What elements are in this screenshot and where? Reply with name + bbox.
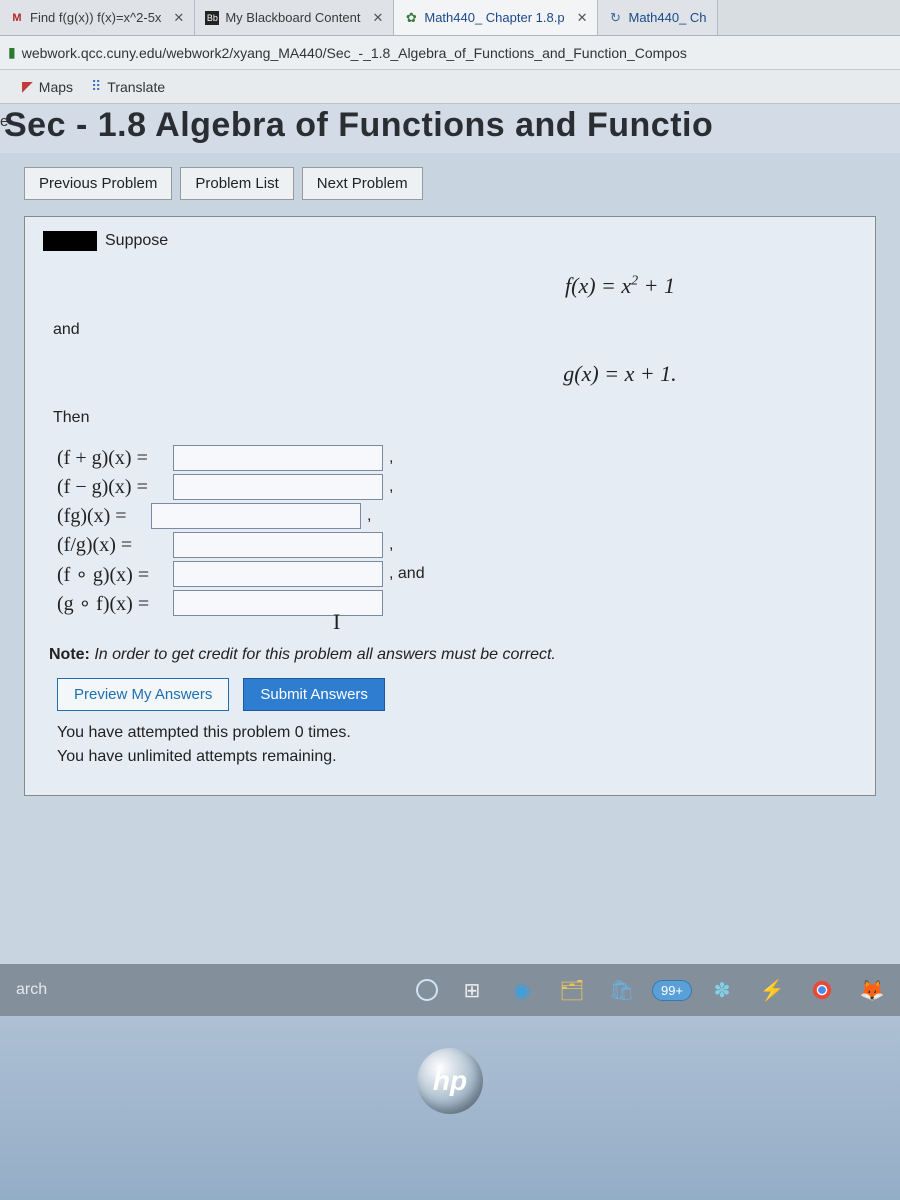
attempts-line1: You have attempted this problem 0 times. bbox=[57, 721, 857, 745]
lhs-label: (f − g)(x) = bbox=[57, 476, 167, 499]
redacted-block bbox=[43, 231, 97, 251]
chrome-icon[interactable] bbox=[806, 974, 838, 1006]
then-label: Then bbox=[53, 409, 857, 427]
answer-row-fminusg: (f − g)(x) = , bbox=[57, 474, 857, 500]
problem-nav: Previous Problem Problem List Next Probl… bbox=[0, 153, 900, 210]
answer-input-fog[interactable] bbox=[173, 561, 383, 587]
answer-input-fg[interactable] bbox=[151, 503, 361, 529]
row-after: , bbox=[389, 536, 393, 554]
attempts-line2: You have unlimited attempts remaining. bbox=[57, 745, 857, 769]
bookmark-label: Maps bbox=[39, 79, 73, 95]
answer-input-gof[interactable] bbox=[173, 590, 383, 616]
close-icon[interactable]: ✕ bbox=[577, 10, 588, 26]
and-label: and bbox=[53, 321, 857, 339]
maps-icon: ◤ bbox=[22, 78, 33, 95]
translate-icon: ⠿ bbox=[91, 78, 101, 95]
answer-row-gof: (g ∘ f)(x) = bbox=[57, 590, 857, 616]
suppose-label: Suppose bbox=[105, 232, 168, 250]
answer-input-fplusg[interactable] bbox=[173, 445, 383, 471]
attempt-info: You have attempted this problem 0 times.… bbox=[57, 721, 857, 769]
lhs-label: (f/g)(x) = bbox=[57, 534, 167, 557]
row-after: , bbox=[389, 449, 393, 467]
task-view-icon[interactable]: ⊞ bbox=[456, 974, 488, 1006]
tab-favicon: M bbox=[10, 11, 24, 25]
page-header: Sec - 1.8 Algebra of Functions and Funct… bbox=[0, 104, 900, 153]
tab-label: Find f(g(x)) f(x)=x^2-5x bbox=[30, 10, 161, 25]
edge-icon[interactable]: ◉ bbox=[506, 974, 538, 1006]
preview-answers-button[interactable]: Preview My Answers bbox=[57, 678, 229, 711]
tab-favicon: Bb bbox=[205, 11, 219, 25]
submit-row: Preview My Answers Submit Answers bbox=[57, 678, 857, 711]
firefox-icon[interactable]: 🦊 bbox=[856, 974, 888, 1006]
browser-tab[interactable]: ↻ Math440_ Ch bbox=[598, 0, 717, 35]
bookmark-maps[interactable]: ◤ Maps bbox=[22, 78, 73, 95]
bookmark-bar: e ◤ Maps ⠿ Translate bbox=[0, 70, 900, 104]
row-after: , bbox=[389, 478, 393, 496]
address-bar[interactable]: ▮ webwork.qcc.cuny.edu/webwork2/xyang_MA… bbox=[0, 36, 900, 70]
groupme-icon[interactable]: ✽ bbox=[706, 974, 738, 1006]
tab-favicon: ✿ bbox=[404, 11, 418, 25]
problem-list-button[interactable]: Problem List bbox=[180, 167, 293, 200]
browser-tab[interactable]: ✿ Math440_ Chapter 1.8.p ✕ bbox=[394, 0, 598, 35]
browser-tab[interactable]: Bb My Blackboard Content ✕ bbox=[195, 0, 394, 35]
lhs-label: (g ∘ f)(x) = bbox=[57, 591, 167, 616]
answer-row-fg: (fg)(x) = , bbox=[57, 503, 857, 529]
tab-label: Math440_ Chapter 1.8.p bbox=[424, 10, 564, 25]
answer-row-fog: (f ∘ g)(x) = , and bbox=[57, 561, 857, 587]
previous-problem-button[interactable]: Previous Problem bbox=[24, 167, 172, 200]
windows-taskbar: arch ⊞ ◉ 🗂 🛍 99+ ✽ ⚡ 🦊 bbox=[0, 964, 900, 1016]
submit-answers-button[interactable]: Submit Answers bbox=[243, 678, 385, 711]
browser-tab-strip: M Find f(g(x)) f(x)=x^2-5x ✕ Bb My Black… bbox=[0, 0, 900, 36]
close-icon[interactable]: ✕ bbox=[173, 10, 184, 26]
taskbar-search-text[interactable]: arch bbox=[16, 981, 47, 999]
notification-badge: 99+ bbox=[652, 980, 692, 1001]
tab-label: My Blackboard Content bbox=[225, 10, 360, 25]
answer-input-fminusg[interactable] bbox=[173, 474, 383, 500]
cut-text: e bbox=[0, 104, 14, 138]
lhs-label: (f ∘ g)(x) = bbox=[57, 562, 167, 587]
lhs-label: (f + g)(x) = bbox=[57, 447, 167, 470]
mail-icon[interactable]: 99+ bbox=[656, 974, 688, 1006]
file-explorer-icon[interactable]: 🗂 bbox=[556, 974, 588, 1006]
store-icon[interactable]: 🛍 bbox=[606, 974, 638, 1006]
url-text: webwork.qcc.cuny.edu/webwork2/xyang_MA44… bbox=[22, 45, 687, 61]
cortana-icon[interactable] bbox=[416, 979, 438, 1001]
tab-label: Math440_ Ch bbox=[628, 10, 706, 25]
bookmark-translate[interactable]: ⠿ Translate bbox=[91, 78, 165, 95]
equation-f: f(x) = x2 + 1 bbox=[383, 273, 857, 299]
answer-row-fplusg: (f + g)(x) = , bbox=[57, 445, 857, 471]
lhs-label: (fg)(x) = bbox=[57, 505, 145, 528]
page-title: Sec - 1.8 Algebra of Functions and Funct… bbox=[4, 106, 896, 145]
problem-panel: Suppose f(x) = x2 + 1 and g(x) = x + 1. … bbox=[24, 216, 876, 796]
bolt-icon[interactable]: ⚡ bbox=[756, 974, 788, 1006]
bookmark-label: Translate bbox=[107, 79, 165, 95]
lock-icon: ▮ bbox=[8, 44, 16, 61]
close-icon[interactable]: ✕ bbox=[372, 10, 383, 26]
row-after: , bbox=[367, 507, 371, 525]
note-text: Note: Note: In order to get credit for t… bbox=[49, 646, 857, 664]
browser-tab[interactable]: M Find f(g(x)) f(x)=x^2-5x ✕ bbox=[0, 0, 195, 35]
equation-g: g(x) = x + 1. bbox=[383, 361, 857, 387]
tab-favicon: ↻ bbox=[608, 11, 622, 25]
answer-input-fdivg[interactable] bbox=[173, 532, 383, 558]
answer-row-fdivg: (f/g)(x) = , bbox=[57, 532, 857, 558]
row-after: , and bbox=[389, 565, 425, 583]
next-problem-button[interactable]: Next Problem bbox=[302, 167, 423, 200]
hp-logo: hp bbox=[417, 1048, 483, 1114]
